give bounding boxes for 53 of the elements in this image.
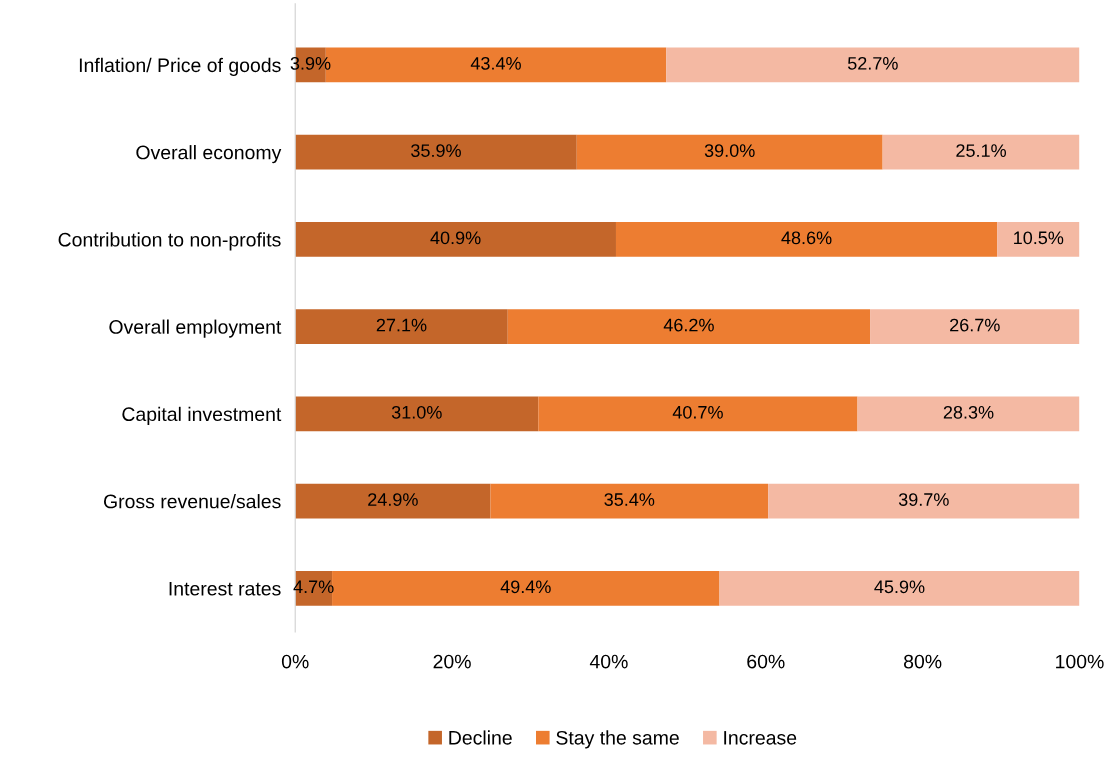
y-tick-label: Capital investment <box>122 406 282 425</box>
y-tick-label: Inflation/ Price of goods <box>79 57 281 76</box>
bar <box>666 47 1080 83</box>
x-tick-label: 40% <box>589 654 628 669</box>
data-label: 45.9% <box>874 580 925 594</box>
y-tick-label: Contribution to non-profits <box>58 232 281 251</box>
legend-label: Decline <box>449 730 512 745</box>
bar <box>490 483 769 519</box>
data-label: 48.6% <box>781 231 832 245</box>
data-label: 24.9% <box>368 493 418 506</box>
bar <box>538 396 858 432</box>
bar <box>295 221 616 257</box>
x-tick-label: 100% <box>1056 654 1104 669</box>
data-label: 35.4% <box>604 493 655 506</box>
data-label: 10.5% <box>1014 231 1064 245</box>
bar <box>997 221 1080 257</box>
bar <box>295 309 508 345</box>
data-label: 27.1% <box>376 318 427 332</box>
bar <box>882 134 1080 170</box>
y-tick-label: Overall economy <box>136 145 282 164</box>
data-label: 52.7% <box>847 56 898 70</box>
data-label: 26.7% <box>950 318 1000 332</box>
x-tick-label: 0% <box>281 654 309 669</box>
bar <box>295 134 577 170</box>
bar <box>295 396 539 432</box>
bar <box>295 483 491 519</box>
data-label: 46.2% <box>663 318 714 332</box>
bar <box>615 221 998 257</box>
bar <box>857 396 1080 432</box>
x-tick-label: 60% <box>747 654 785 669</box>
data-label: 31.0% <box>391 405 442 419</box>
bar <box>870 309 1080 345</box>
data-label: 39.0% <box>704 144 755 157</box>
bar <box>576 134 883 170</box>
data-label: 39.7% <box>898 493 949 506</box>
bar <box>507 309 871 345</box>
x-tick-label: 80% <box>904 654 942 669</box>
legend-label: Increase <box>724 731 797 745</box>
data-label: 49.4% <box>500 580 551 594</box>
data-label: 40.9% <box>430 231 481 245</box>
data-label: 35.9% <box>411 144 461 157</box>
y-tick-label: Interest rates <box>169 582 281 596</box>
y-tick-label: Gross revenue/sales <box>103 494 281 509</box>
x-tick-label: 20% <box>433 654 471 669</box>
bar <box>768 483 1080 519</box>
data-label: 25.1% <box>956 144 1006 157</box>
data-label: 40.7% <box>672 405 723 419</box>
data-label: 43.4% <box>470 56 521 70</box>
bar <box>332 570 720 606</box>
legend-label: Stay the same <box>556 730 679 749</box>
y-tick-label: Overall employment <box>109 319 282 338</box>
data-label: 28.3% <box>943 405 994 419</box>
bar <box>719 570 1080 606</box>
